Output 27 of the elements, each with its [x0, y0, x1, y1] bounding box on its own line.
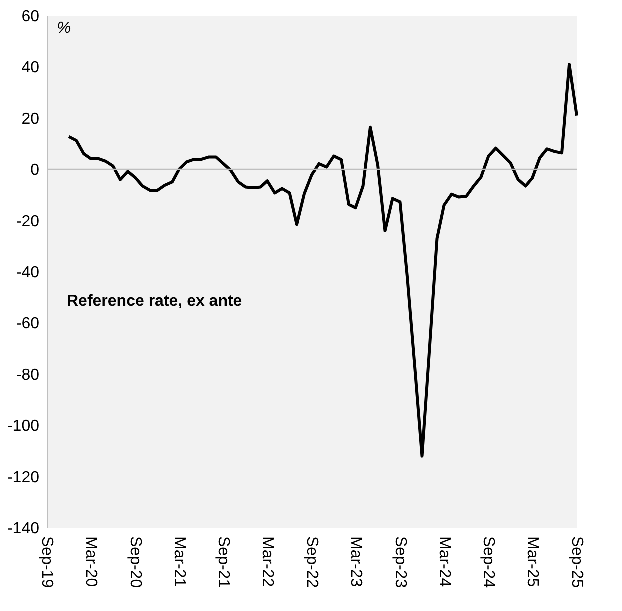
y-tick-label: 20 — [22, 110, 40, 128]
y-tick-label: -40 — [16, 264, 40, 282]
x-tick-label: Sep-22 — [304, 536, 320, 588]
line-series — [68, 63, 578, 458]
x-tick-label: Sep-20 — [126, 536, 144, 588]
y-tick-label: -20 — [16, 213, 40, 230]
x-tick-label: Sep-24 — [480, 536, 498, 588]
x-tick-label: Mar-21 — [170, 536, 188, 588]
x-tick-label: Mar-24 — [436, 536, 453, 588]
x-tick-label: Sep-19 — [38, 536, 56, 588]
x-tick-label: Mar-23 — [347, 536, 364, 588]
text: Reference rate, ex ante — [67, 293, 242, 310]
x-tick-label: Sep-23 — [392, 536, 409, 588]
y-axis-title: % — [57, 20, 72, 37]
y-tick-label: 0 — [30, 162, 40, 180]
y-tick-label: -120 — [7, 469, 40, 486]
x-tick-label: Mar-22 — [259, 536, 276, 588]
y-tick-label: -60 — [16, 316, 40, 333]
y-tick-label: 60 — [22, 8, 40, 26]
x-tick-label: Sep-21 — [215, 536, 232, 588]
y-tick-label: -140 — [7, 520, 40, 538]
x-tick-label: Sep-25 — [568, 536, 586, 588]
x-tick-label: Mar-25 — [524, 536, 542, 588]
y-tick-label: 40 — [22, 60, 40, 77]
x-tick-label: Mar-20 — [82, 536, 100, 588]
y-tick-label: -100 — [7, 418, 40, 436]
y-tick-label: -80 — [16, 366, 40, 384]
